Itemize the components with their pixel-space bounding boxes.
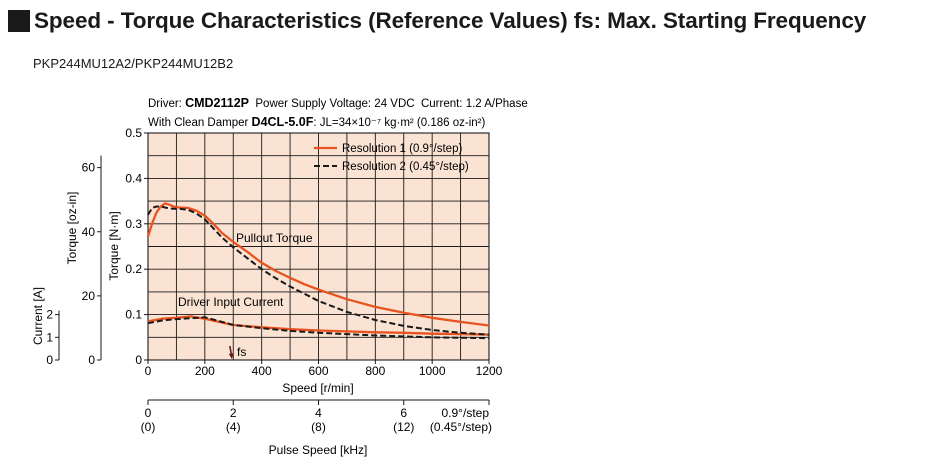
series-1-pullout-torque-line xyxy=(146,202,490,327)
driver-model: CMD2112P xyxy=(185,96,249,110)
y-tick-label: 0.4 xyxy=(125,171,142,185)
page-header: Speed - Torque Characteristics (Referenc… xyxy=(8,8,866,34)
x-tick-label: 200 xyxy=(195,364,215,378)
model-label: PKP244MU12A2/PKP244MU12B2 xyxy=(33,56,234,71)
y-tick-label: 0.1 xyxy=(125,308,142,322)
fs-arrow-head xyxy=(228,353,234,359)
damper-prefix: With Clean Damper xyxy=(148,117,252,129)
secondary-x-axis-label: Pulse Speed [kHz] xyxy=(269,443,368,457)
legend-label-2: Resolution 2 (0.45°/step) xyxy=(342,161,469,173)
y-tick-label: 0 xyxy=(135,353,142,367)
driver-input-current-label: Driver Input Current xyxy=(178,295,284,309)
fs-label: fs xyxy=(237,345,246,359)
y3-axis-label: Current [A] xyxy=(31,287,45,345)
secondary-x-unit-note-1: 0.9°/step xyxy=(442,406,490,420)
secondary-x-tick-label: 4 xyxy=(315,406,322,420)
secondary-x-tick-label: 2 xyxy=(230,406,237,420)
y3-tick-label: 1 xyxy=(46,330,53,344)
pullout-torque-label: Pullout Torque xyxy=(236,231,313,245)
secondary-x-tick-label: 6 xyxy=(400,406,407,420)
title-square-icon xyxy=(8,10,30,32)
legend-label-1: Resolution 1 (0.9°/step) xyxy=(342,143,462,155)
x-tick-label: 1000 xyxy=(419,364,446,378)
x-tick-label: 800 xyxy=(365,364,385,378)
secondary-x-tick-label-alt: (4) xyxy=(226,420,241,434)
y-tick-label: 0.2 xyxy=(125,262,142,276)
y-axis-label: Torque [N·m] xyxy=(107,211,121,280)
y2-axis-label: Torque [oz-in] xyxy=(65,192,79,265)
secondary-x-tick-label-alt: (8) xyxy=(311,420,326,434)
conditions-line-1: Driver: CMD2112P Power Supply Voltage: 2… xyxy=(148,96,528,110)
x-tick-label: 400 xyxy=(252,364,272,378)
conditions-line-2-rest: : JL=34×10⁻⁷ kg·m² (0.186 oz-in²) xyxy=(313,117,485,129)
y3-tick-label: 0 xyxy=(46,353,53,367)
secondary-x-tick-label: 0 xyxy=(145,406,152,420)
page-title: Speed - Torque Characteristics (Referenc… xyxy=(34,8,867,33)
y2-tick-label: 0 xyxy=(88,353,95,367)
damper-model: D4CL-5.0F xyxy=(252,115,314,129)
y2-tick-label: 20 xyxy=(82,289,96,303)
driver-label: Driver: xyxy=(148,98,185,110)
secondary-x-unit-note-2: (0.45°/step) xyxy=(430,420,492,434)
axes: 00.10.20.30.40.50 200 400 600 800 1000 1200020… xyxy=(46,126,502,434)
conditions-line-1-rest: Power Supply Voltage: 24 VDC Current: 1.… xyxy=(249,98,528,110)
x-tick-label: 600 xyxy=(308,364,328,378)
conditions-line-2: With Clean Damper D4CL-5.0F: JL=34×10⁻⁷ … xyxy=(148,115,485,129)
x-tick-label: 1200 xyxy=(476,364,503,378)
y2-tick-label: 40 xyxy=(82,225,96,239)
series-lines xyxy=(146,202,490,340)
y2-tick-label: 60 xyxy=(82,161,96,175)
chart-annotations xyxy=(228,345,234,359)
series-2-pullout-torque-line xyxy=(147,205,490,336)
secondary-x-tick-label-alt: (12) xyxy=(393,420,414,434)
y3-tick-label: 2 xyxy=(46,308,53,322)
secondary-x-tick-label-alt: (0) xyxy=(141,420,156,434)
x-axis-label: Speed [r/min] xyxy=(282,381,353,395)
series-1-driver-input-current-line xyxy=(147,315,490,336)
y-tick-label: 0.3 xyxy=(125,217,142,231)
grid xyxy=(148,133,489,360)
legend: Resolution 1 (0.9°/step) Resolution 2 (0… xyxy=(314,143,469,173)
series-2-driver-input-current-line xyxy=(147,316,490,340)
x-tick-label: 0 xyxy=(145,364,152,378)
y-tick-label: 0.5 xyxy=(125,126,142,140)
